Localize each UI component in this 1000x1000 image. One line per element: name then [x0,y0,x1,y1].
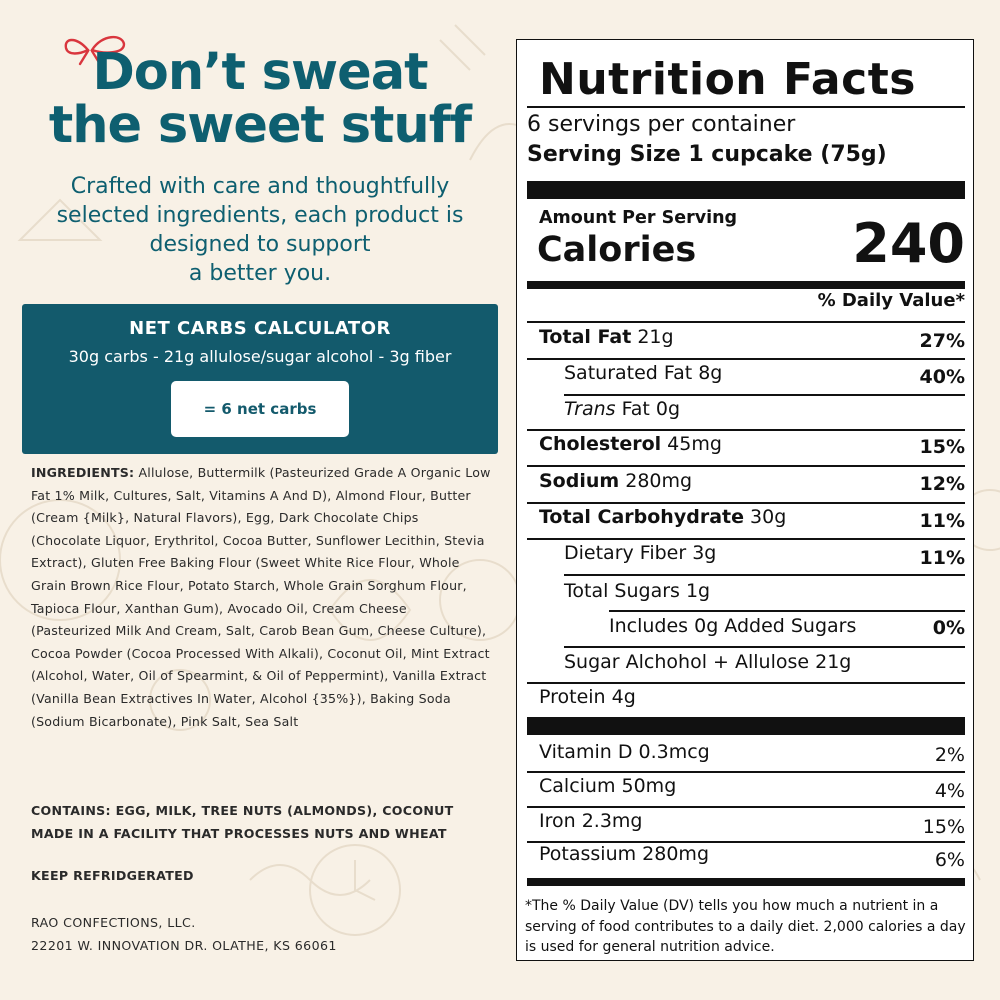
allergen-statement: CONTAINS: EGG, MILK, TREE NUTS (ALMONDS)… [31,800,491,845]
company-info: RAO CONFECTIONS, LLC. 22201 W. INNOVATIO… [31,912,337,957]
divider [527,682,965,684]
divider [564,394,965,396]
divider [609,610,965,612]
nutrient-sugar-alcohol: Sugar Alchohol + Allulose 21g [564,651,852,673]
divider [527,841,965,843]
tagline-line: Crafted with care and thoughtfully [70,174,450,199]
company-address: 22201 W. INNOVATION DR. OLATHE, KS 66061 [31,937,337,953]
thick-divider [527,717,965,735]
company-name: RAO CONFECTIONS, LLC. [31,915,196,930]
dv-added-sugars: 0% [932,617,965,639]
divider [527,429,965,431]
calculator-title: NET CARBS CALCULATOR [129,318,391,339]
net-carbs-result-button[interactable]: = 6 net carbs [171,381,349,437]
nutrient-dietary-fiber: Dietary Fiber 3g [564,542,717,564]
divider [527,465,965,467]
dv-calcium: 4% [934,780,965,802]
nutrition-title: Nutrition Facts [539,54,916,105]
ingredients-text: Allulose, Buttermilk (Pasteurized Grade … [31,465,491,729]
ingredients-list: INGREDIENTS: Allulose, Buttermilk (Paste… [31,462,491,733]
ribbon-bow-icon [64,36,126,66]
nutrient-added-sugars: Includes 0g Added Sugars [609,615,857,637]
calcium: Calcium 50mg [539,775,677,797]
nutrition-facts-panel: Nutrition Facts 6 servings per container… [516,39,974,961]
tagline-line: a better you. [188,261,332,286]
daily-value-header: % Daily Value* [817,290,965,311]
dv-vitamin-d: 2% [934,744,965,766]
divider [527,806,965,808]
nutrient-total-fat: Total Fat 21g [539,326,674,348]
facility-line: MADE IN A FACILITY THAT PROCESSES NUTS A… [31,825,447,841]
dv-potassium: 6% [934,849,965,871]
divider [527,321,965,323]
nutrient-cholesterol: Cholesterol 45mg [539,433,722,455]
tagline-line: selected ingredients, each product is [56,203,464,228]
thick-divider [527,281,965,289]
nutrient-sodium: Sodium 280mg [539,470,693,492]
daily-value-footnote: *The % Daily Value (DV) tells you how mu… [525,898,966,955]
nutrient-protein: Protein 4g [539,686,636,708]
contains-line: CONTAINS: EGG, MILK, TREE NUTS (ALMONDS)… [31,803,454,818]
dv-saturated-fat: 40% [919,366,965,388]
headline-line-2: the sweet stuff [48,96,472,155]
dv-iron: 15% [922,816,965,838]
tagline: Crafted with care and thoughtfully selec… [20,172,500,288]
net-carbs-calculator: NET CARBS CALCULATOR 30g carbs - 21g all… [22,304,498,454]
serving-size: Serving Size 1 cupcake (75g) [527,142,887,167]
thick-divider [527,878,965,886]
nutrient-trans-fat: Trans Fat 0g [564,398,681,420]
amount-per-serving: Amount Per Serving [539,208,738,228]
servings-per-container: 6 servings per container [527,112,796,137]
potassium: Potassium 280mg [539,843,709,865]
divider [527,502,965,504]
nutrient-saturated-fat: Saturated Fat 8g [564,362,723,384]
divider [527,358,965,360]
vitamin-d: Vitamin D 0.3mcg [539,741,710,763]
nutrient-total-sugars: Total Sugars 1g [564,580,711,602]
divider [527,538,965,540]
calculator-formula: 30g carbs - 21g allulose/sugar alcohol -… [68,347,452,366]
divider [564,574,965,576]
storage-instruction: KEEP REFRIDGERATED [31,868,194,883]
dv-sodium: 12% [919,473,965,495]
tagline-line: designed to support [149,232,371,257]
nutrient-total-carbohydrate: Total Carbohydrate 30g [539,506,787,528]
dv-total-fat: 27% [919,330,965,352]
dv-cholesterol: 15% [919,436,965,458]
divider [527,106,965,108]
divider [527,771,965,773]
dv-total-carbohydrate: 11% [919,510,965,532]
calories-label: Calories [537,230,697,270]
dv-dietary-fiber: 11% [919,547,965,569]
divider [564,646,965,648]
headline-line-1: Don’t sweat [92,43,428,102]
thick-divider [527,181,965,199]
iron: Iron 2.3mg [539,810,643,832]
calories-value: 240 [852,212,965,275]
ingredients-label: INGREDIENTS: [31,465,135,480]
